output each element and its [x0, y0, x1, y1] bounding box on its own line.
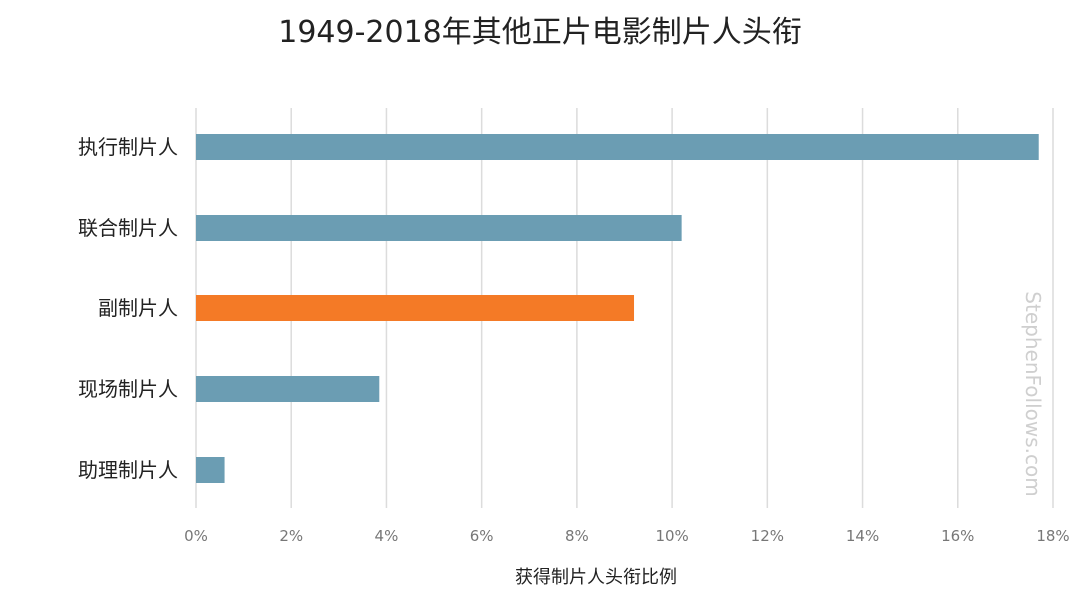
x-tick-label: 16% [941, 527, 974, 545]
category-label: 助理制片人 [78, 458, 178, 482]
category-label: 联合制片人 [78, 216, 178, 240]
bar [196, 457, 225, 483]
x-tick-label: 12% [751, 527, 784, 545]
chart-title: 1949-2018年其他正片电影制片人头衔 [278, 15, 802, 50]
bar [196, 134, 1039, 160]
x-tick-label: 18% [1036, 527, 1069, 545]
x-tick-label: 4% [375, 527, 399, 545]
bar [196, 376, 380, 402]
category-label: 执行制片人 [78, 135, 178, 159]
bars [196, 134, 1039, 483]
x-tick-label: 10% [655, 527, 688, 545]
bar [196, 215, 682, 241]
x-tick-label: 14% [846, 527, 879, 545]
x-tick-label: 0% [184, 527, 208, 545]
x-axis-label: 获得制片人头衔比例 [515, 567, 677, 588]
bar [196, 295, 635, 321]
x-tick-label: 2% [279, 527, 303, 545]
x-axis-ticks: 0% 2% 4% 6% 8% 10% 12% 14% 16% 18% [184, 527, 1070, 545]
watermark-text: StephenFollows.com [1021, 291, 1045, 496]
category-label: 副制片人 [98, 296, 178, 320]
category-label: 现场制片人 [78, 377, 178, 401]
x-tick-label: 6% [470, 527, 494, 545]
x-tick-label: 8% [565, 527, 589, 545]
